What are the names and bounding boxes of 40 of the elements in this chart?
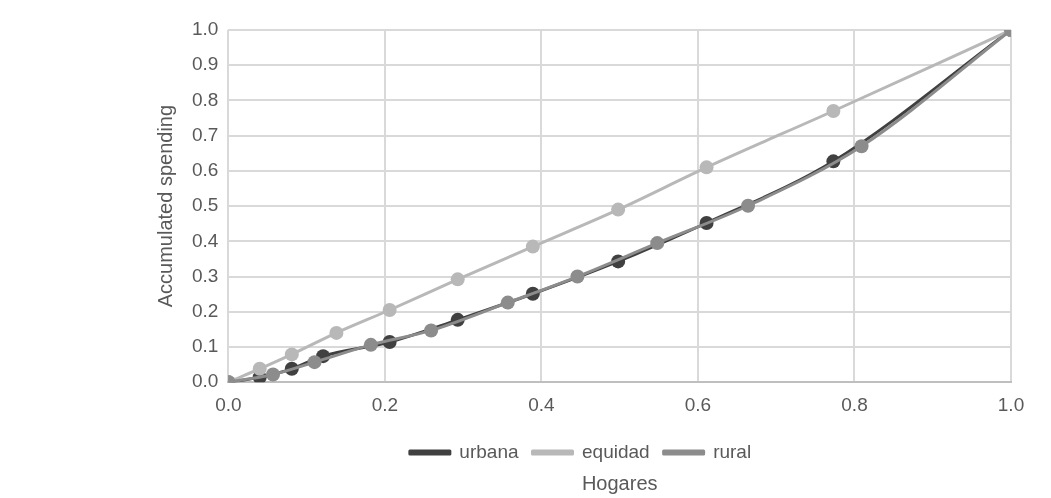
x-axis-title: Hogares: [581, 471, 658, 494]
y-tick-label: 0.0: [191, 370, 219, 392]
y-tick-label: 0.3: [191, 264, 219, 286]
y-tick-label: 0.9: [191, 53, 219, 75]
y-tick-label: 0.5: [191, 194, 219, 216]
legend-label: rural: [713, 440, 752, 462]
x-tick-label: 0.6: [684, 393, 712, 415]
y-tick-label: 1.0: [191, 18, 219, 40]
y-tick-label: 0.2: [191, 299, 219, 321]
point: [252, 361, 267, 376]
point: [854, 139, 869, 154]
y-tick-label: 0.6: [191, 159, 219, 181]
point: [500, 295, 515, 310]
point: [699, 160, 714, 175]
point: [450, 272, 465, 287]
legend-label: equidad: [582, 440, 650, 462]
y-tick-label: 0.1: [191, 335, 219, 357]
y-axis-title: Accumulated spending: [153, 104, 176, 308]
x-tick-label: 0.4: [528, 393, 556, 415]
y-tick-label: 0.4: [191, 229, 219, 251]
point: [611, 202, 626, 217]
y-tick-label: 0.7: [191, 123, 219, 145]
point: [650, 236, 665, 251]
x-tick-label: 0.0: [215, 393, 242, 415]
point: [382, 303, 397, 317]
x-tick-label: 0.8: [841, 393, 868, 415]
point: [363, 337, 378, 352]
point: [424, 323, 439, 338]
point: [826, 104, 841, 119]
point: [570, 269, 585, 284]
point: [307, 355, 322, 370]
point: [284, 347, 299, 362]
point: [525, 239, 540, 254]
legend-label: urbana: [459, 440, 519, 462]
point: [741, 198, 756, 213]
y-tick-label: 0.8: [191, 88, 219, 110]
point: [329, 325, 344, 340]
point: [266, 367, 281, 382]
x-tick-label: 1.0: [997, 393, 1025, 415]
x-tick-label: 0.2: [371, 393, 399, 415]
